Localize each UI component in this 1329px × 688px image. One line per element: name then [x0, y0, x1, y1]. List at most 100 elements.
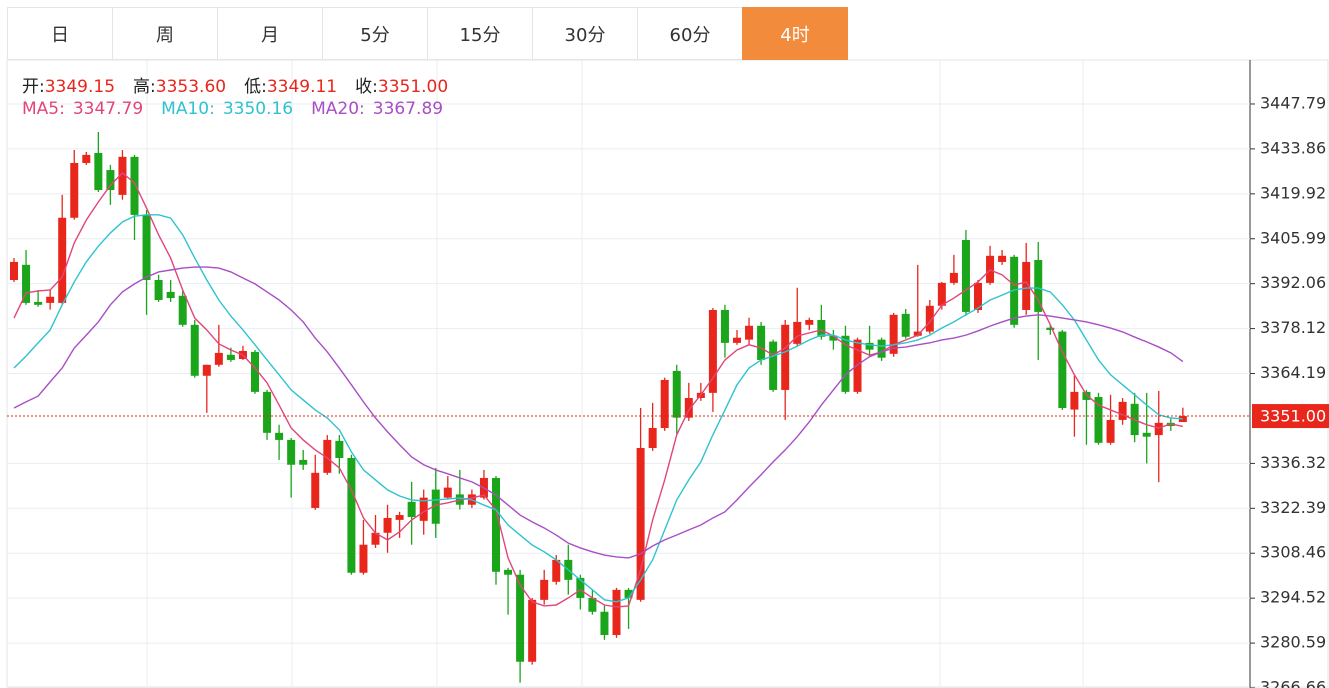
candle-body — [504, 569, 513, 575]
candle-body — [1118, 401, 1127, 420]
candle-body — [636, 447, 645, 600]
candle-body — [1178, 416, 1187, 423]
period-tab[interactable]: 周 — [112, 7, 217, 60]
y-tick-label: 3280.59 — [1260, 633, 1326, 652]
candle-body — [130, 156, 139, 215]
candle-body — [757, 325, 766, 360]
candle-body — [745, 325, 754, 340]
candle-body — [1022, 261, 1031, 310]
candle-body — [660, 379, 669, 428]
legend-value: 3367.89 — [372, 99, 444, 119]
candle-body — [58, 217, 67, 303]
candle-body — [961, 240, 970, 312]
candle-body — [347, 457, 356, 573]
period-tab[interactable]: 15分 — [427, 7, 532, 60]
candle-body — [118, 156, 127, 195]
y-tick-label: 3378.12 — [1260, 318, 1326, 337]
candle-body — [1082, 391, 1091, 400]
quote-label: 收: — [355, 77, 378, 97]
candle-body — [275, 432, 284, 440]
y-tick-label: 3308.46 — [1260, 543, 1326, 562]
quote-value: 3349.11 — [266, 77, 338, 97]
period-tab[interactable]: 30分 — [532, 7, 637, 60]
candle-body — [672, 370, 681, 418]
candle-body — [1094, 397, 1103, 443]
period-tab[interactable]: 日 — [7, 7, 112, 60]
y-tick-label: 3405.99 — [1260, 228, 1326, 247]
period-tab[interactable]: 5分 — [322, 7, 427, 60]
ma-legend: MA5: 3347.79 MA10: 3350.16 MA20: 3367.89 — [22, 99, 443, 119]
candle-body — [371, 532, 380, 545]
candle-body — [793, 321, 802, 344]
candle-body — [299, 459, 308, 465]
candle-body — [22, 264, 31, 303]
period-tab[interactable]: 4时 — [742, 7, 848, 60]
period-tab[interactable]: 月 — [217, 7, 322, 60]
candle-body — [805, 319, 814, 325]
candle-body — [311, 472, 320, 508]
candle-body — [733, 337, 741, 343]
candle-body — [949, 272, 958, 283]
candle-body — [901, 313, 910, 337]
candle-body — [407, 501, 416, 517]
candle-body — [1046, 327, 1055, 330]
quote-value: 3351.00 — [377, 77, 449, 97]
y-tick-label: 3447.79 — [1260, 93, 1326, 112]
candle-body — [769, 341, 778, 390]
candle-body — [974, 282, 982, 310]
legend-value: 3350.16 — [222, 99, 294, 119]
candle-body — [419, 497, 428, 521]
candle-body — [925, 305, 934, 332]
candle-body — [1106, 419, 1115, 443]
candle-body — [166, 291, 175, 299]
candle-body — [335, 440, 344, 458]
candle-body — [34, 301, 43, 305]
candle-body — [877, 339, 886, 358]
quote-value: 3349.15 — [44, 77, 116, 97]
candle-body — [323, 439, 332, 473]
candle-body — [1034, 260, 1043, 312]
last-price-label: 3351.00 — [1260, 407, 1326, 426]
legend-value: 3347.79 — [72, 99, 144, 119]
candle-body — [106, 170, 115, 191]
candle-body — [226, 354, 235, 360]
period-tabs: 日周月 5分 15分 30分 60分 4时 — [7, 7, 848, 60]
candle-body — [889, 314, 898, 354]
candle-body — [202, 364, 211, 376]
y-tick-label: 3392.06 — [1260, 273, 1326, 292]
y-tick-label: 3322.39 — [1260, 498, 1326, 517]
quote-label: 开: — [22, 77, 45, 97]
ma-line — [13, 172, 1183, 608]
candle-body — [624, 589, 633, 598]
candle-body — [46, 296, 55, 303]
candle-body — [684, 398, 693, 418]
last-price-box — [1252, 404, 1329, 429]
y-tick-label: 3419.92 — [1260, 183, 1326, 202]
candle-body — [492, 477, 500, 572]
quote-label: 高: — [133, 77, 156, 97]
candle-body — [817, 319, 826, 337]
candle-body — [998, 255, 1007, 262]
candle-body — [516, 574, 525, 662]
candle-body — [720, 309, 729, 343]
candle-body — [154, 279, 163, 300]
ma-line — [13, 214, 1183, 603]
candle-body — [395, 515, 404, 520]
candle-body — [913, 331, 922, 336]
candle-body — [359, 544, 368, 573]
period-tab[interactable]: 60分 — [637, 7, 742, 60]
y-tick-label: 3433.86 — [1260, 138, 1326, 157]
candle-body — [263, 391, 272, 433]
candle-body — [10, 261, 18, 280]
legend-label: MA5: — [22, 99, 65, 119]
candle-body — [1142, 432, 1151, 437]
candle-body — [600, 611, 609, 635]
legend-label: MA10: — [161, 99, 215, 119]
candle-body — [190, 324, 199, 376]
ma-line — [13, 266, 1184, 559]
candle-body — [1154, 422, 1163, 436]
y-tick-label: 3294.52 — [1260, 588, 1326, 607]
candle-body — [588, 597, 597, 612]
